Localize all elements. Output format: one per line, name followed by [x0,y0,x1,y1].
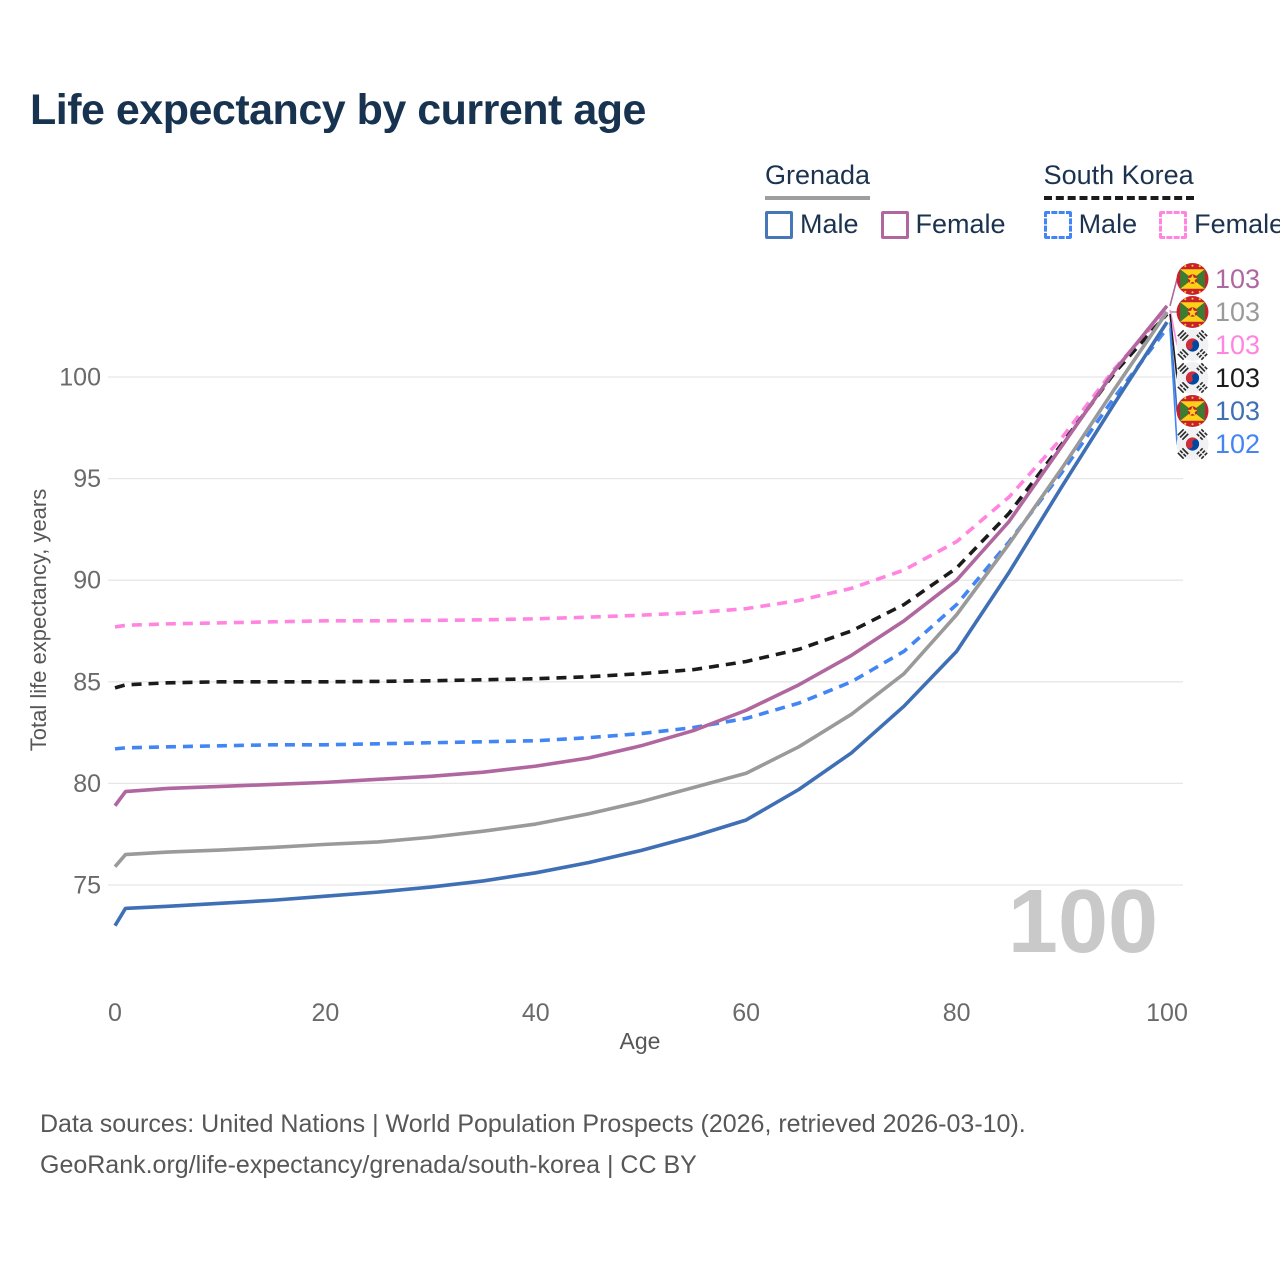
end-value-label: 103 [1215,264,1260,294]
page-title: Life expectancy by current age [30,86,646,134]
y-tick-label: 100 [59,364,101,392]
legend-swatch-grenada-male [765,210,793,239]
gridlines [108,376,1183,886]
legend-item-label: Female [915,209,1006,239]
x-tick-label: 20 [311,999,339,1027]
hovered-age-watermark: 100 [1008,872,1158,972]
legend-swatch-south-korea-male [1043,210,1072,239]
end-value-label: 102 [1215,429,1260,459]
legend-swatch-grenada-female [880,210,909,239]
x-tick-label: 40 [522,999,550,1027]
x-tick-label: 60 [732,999,760,1027]
end-value-label: 103 [1215,330,1260,360]
series-line-grenada-male[interactable] [113,321,1169,927]
legend-group-south-korea: South Korea Male Female [1043,160,1280,240]
footer: Data sources: United Nations | World Pop… [40,1104,1026,1186]
end-value-label: 103 [1215,396,1260,426]
y-tick-label: 80 [73,770,101,798]
legend-item-south-korea-female[interactable]: Female [1159,209,1280,240]
x-axis-title: Age [620,1028,661,1054]
series-lines [113,304,1169,927]
chart-legend: Grenada Male Female South Korea Male Fem… [765,160,1280,240]
south-korea-flag-icon [1176,329,1209,361]
legend-item-grenada-female[interactable]: Female [880,209,1006,240]
legend-item-grenada-male[interactable]: Male [765,209,859,240]
legend-group-title-grenada: Grenada [765,160,871,200]
legend-group-grenada: Grenada Male Female [765,160,1006,240]
legend-group-title-south-korea: South Korea [1043,160,1194,200]
legend-item-label: Male [1078,209,1138,239]
south-korea-flag-icon [1176,362,1209,394]
series-line-grenada-female[interactable] [113,304,1169,807]
grenada-flag-icon [1176,263,1209,296]
data-sources-line: Data sources: United Nations | World Pop… [40,1110,1026,1138]
grenada-flag-icon [1176,296,1209,329]
y-tick-label: 95 [73,465,101,493]
x-tick-label: 100 [1146,999,1188,1027]
legend-swatch-south-korea-female [1159,210,1188,239]
series-line-south-korea-both-sexes[interactable] [114,312,1169,690]
x-axis-ticks: 0 20 40 60 80 100 [108,999,1188,1027]
x-tick-label: 80 [943,999,971,1027]
legend-item-label: Male [800,209,859,239]
x-tick-label: 0 [108,999,122,1027]
legend-item-label: Female [1194,209,1280,239]
attribution-line: GeoRank.org/life-expectancy/grenada/sout… [40,1151,697,1179]
y-tick-label: 85 [73,668,101,696]
south-korea-flag-icon [1176,428,1209,460]
series-line-south-korea-male[interactable] [114,327,1169,751]
series-line-south-korea-female[interactable] [114,308,1169,629]
legend-item-south-korea-male[interactable]: Male [1043,209,1138,240]
y-tick-label: 90 [73,567,101,595]
y-axis-title: Total life expectancy, years [26,489,51,752]
grenada-flag-icon [1176,395,1209,428]
y-axis-ticks: 75 80 85 90 95 100 [59,364,101,900]
end-value-label: 103 [1215,297,1260,327]
y-tick-label: 75 [73,872,101,900]
series-line-grenada-both-sexes[interactable] [113,310,1169,868]
end-value-label: 103 [1215,363,1260,393]
